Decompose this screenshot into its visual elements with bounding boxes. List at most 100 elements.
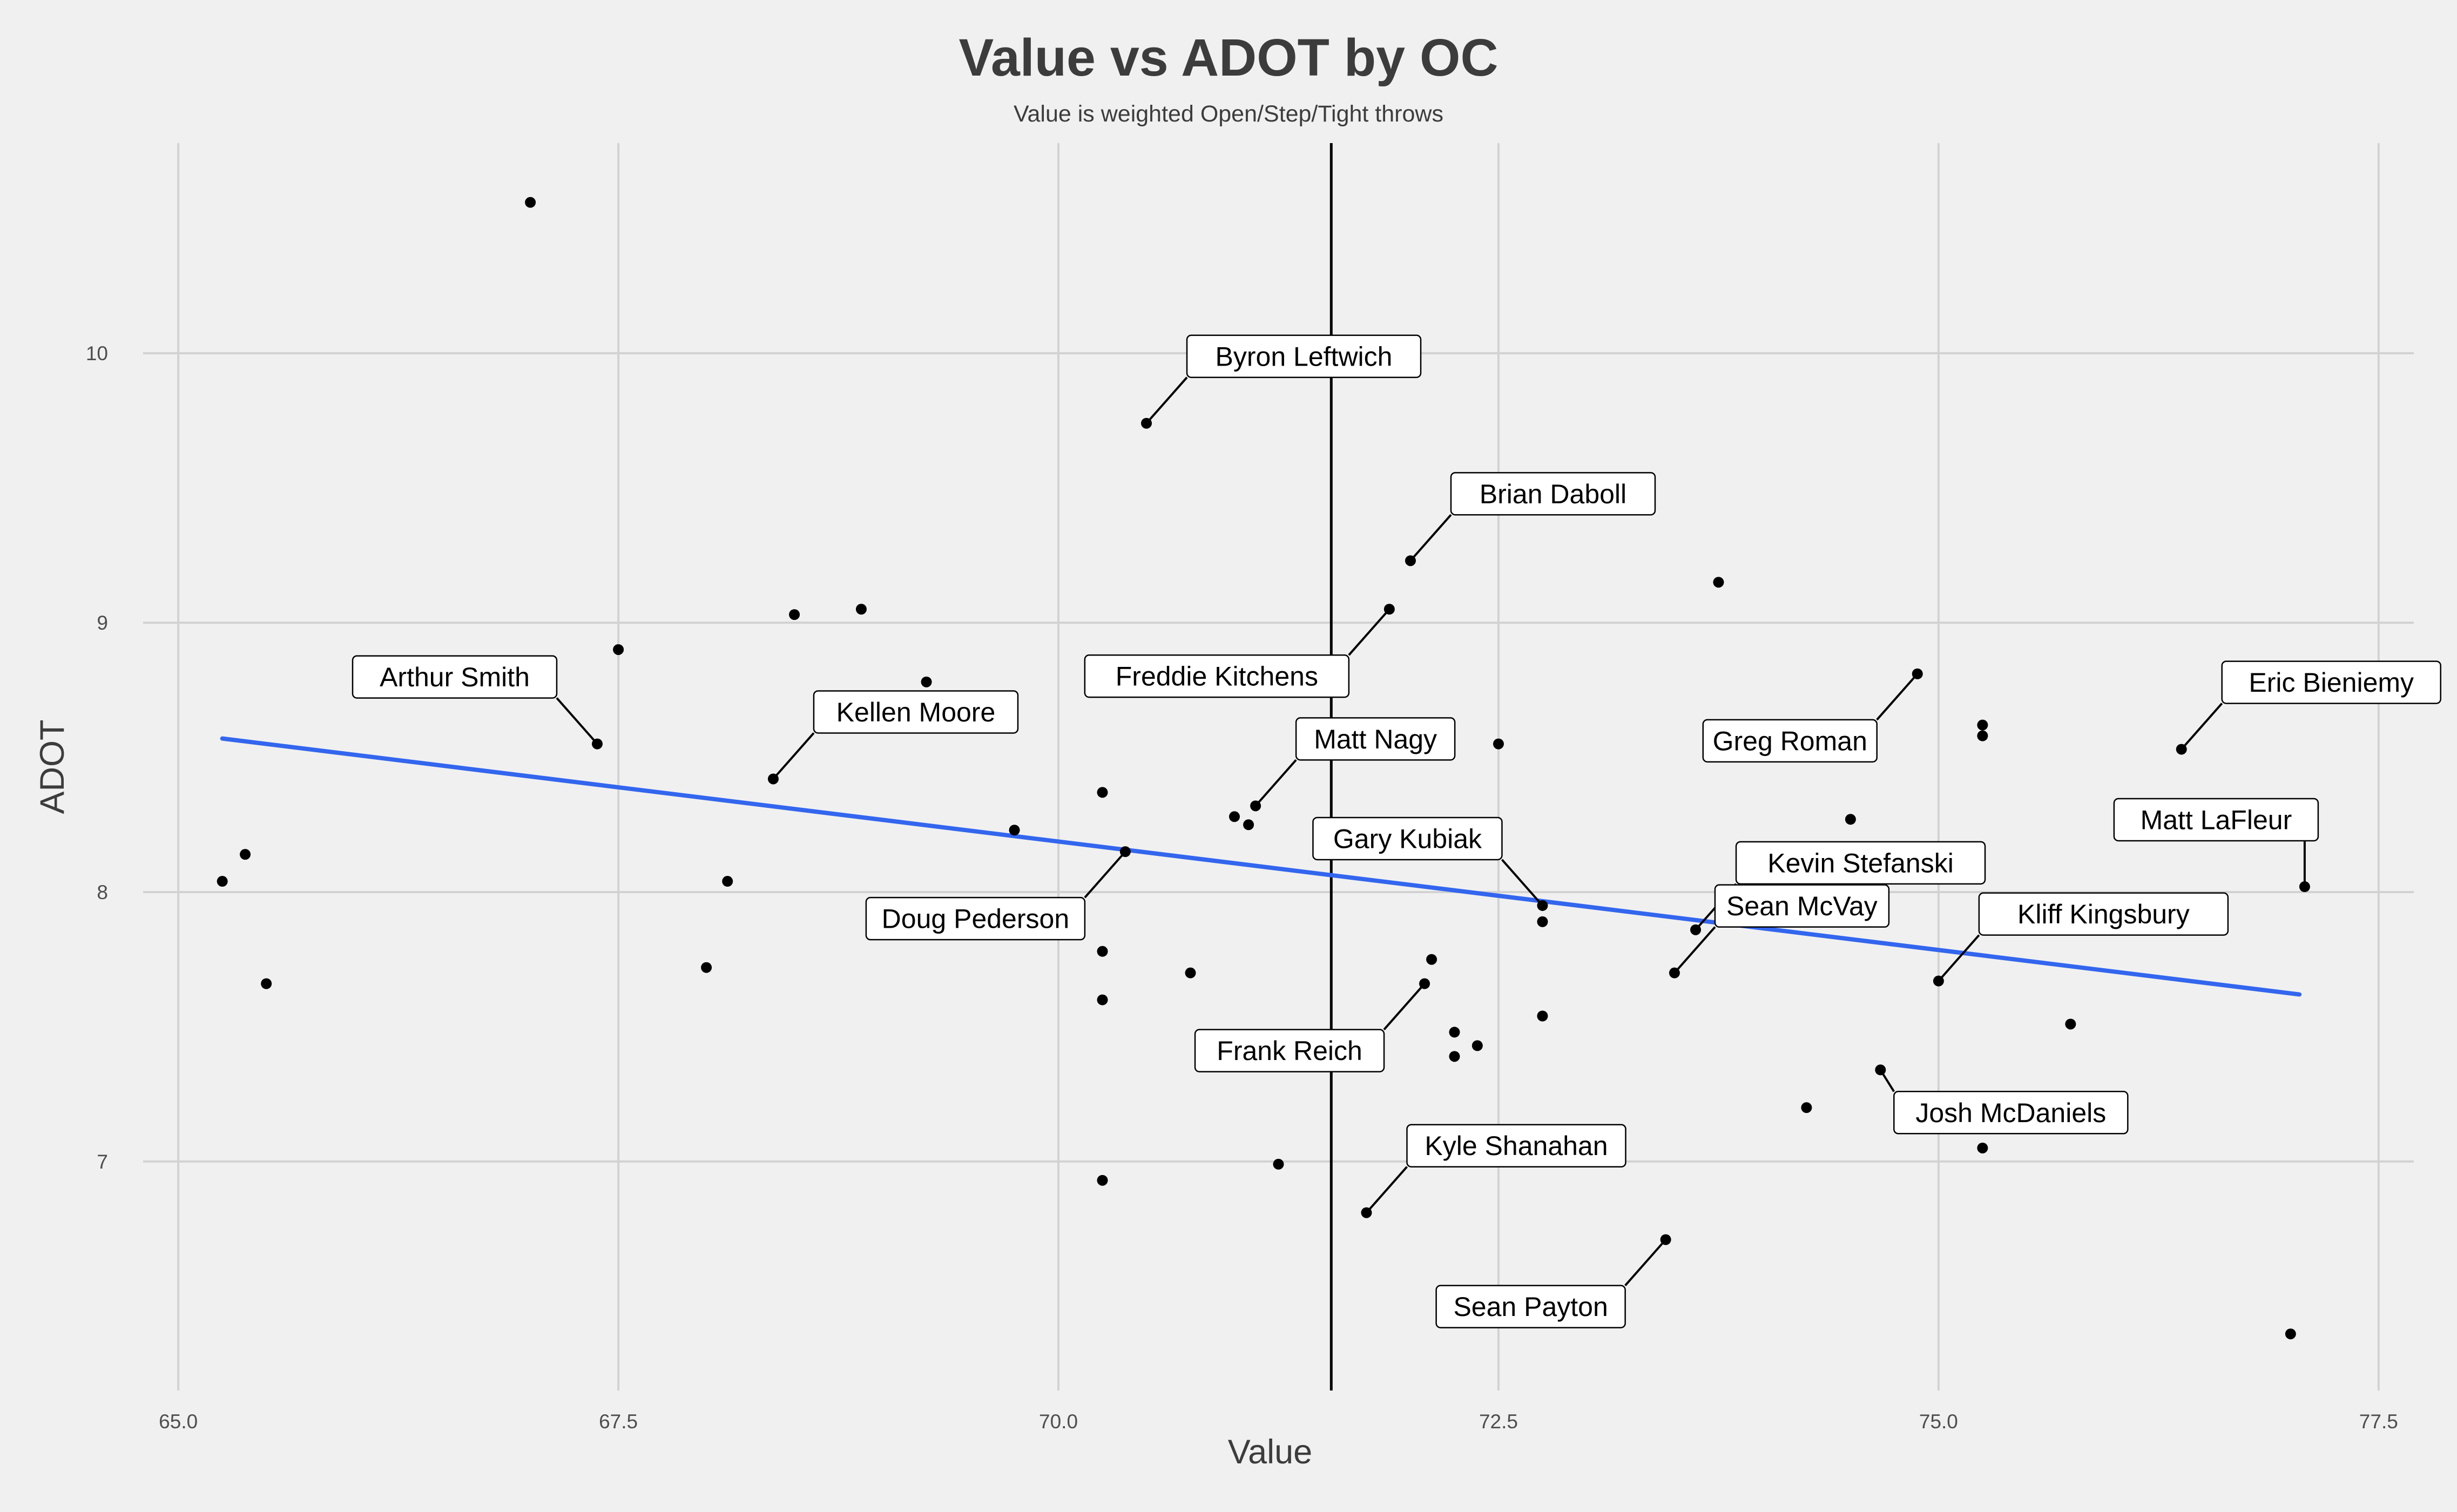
y-axis-title: ADOT bbox=[33, 719, 71, 814]
label-leader-line bbox=[1254, 759, 1297, 807]
labeled-data-point bbox=[2299, 881, 2310, 893]
data-point bbox=[1097, 946, 1108, 957]
x-axis-title: Value bbox=[1228, 1433, 1312, 1471]
point-label: Kevin Stefanski bbox=[1767, 848, 1954, 878]
data-point bbox=[1472, 1040, 1483, 1051]
grid-layer bbox=[143, 143, 2414, 1390]
labeled-data-point bbox=[1383, 604, 1395, 615]
label-leader-line bbox=[1501, 859, 1543, 907]
data-point bbox=[525, 197, 536, 208]
data-point bbox=[1713, 577, 1724, 588]
point-label: Doug Pederson bbox=[882, 904, 1069, 934]
y-tick-label: 10 bbox=[86, 342, 108, 364]
label-leader-line bbox=[2181, 703, 2223, 750]
data-point bbox=[1537, 916, 1548, 927]
point-label-box bbox=[2113, 798, 2319, 842]
data-point bbox=[217, 876, 228, 887]
x-tick-label: 77.5 bbox=[2359, 1410, 2398, 1433]
point-label: Arthur Smith bbox=[380, 662, 530, 692]
labeled-data-point bbox=[1119, 846, 1131, 858]
data-point bbox=[1449, 1027, 1460, 1038]
point-label: Sean McVay bbox=[1726, 891, 1878, 921]
data-point bbox=[1537, 1010, 1548, 1022]
data-point bbox=[2065, 1018, 2076, 1030]
x-tick-label: 70.0 bbox=[1039, 1410, 1078, 1433]
point-label: Sean Payton bbox=[1453, 1292, 1608, 1322]
chart-title: Value vs ADOT by OC bbox=[959, 28, 1498, 87]
labeled-data-point bbox=[1912, 668, 1923, 679]
point-label: Frank Reich bbox=[1217, 1036, 1362, 1066]
data-point bbox=[1449, 1051, 1460, 1062]
label-leader-line bbox=[1409, 514, 1452, 562]
point-label-box bbox=[1702, 719, 1878, 763]
data-point bbox=[1977, 730, 1988, 741]
data-point bbox=[1185, 967, 1196, 978]
point-label-box bbox=[1295, 717, 1456, 761]
point-label: Josh McDaniels bbox=[1915, 1098, 2106, 1128]
data-point bbox=[1801, 1102, 1812, 1113]
data-point bbox=[855, 604, 867, 615]
label-leader-line bbox=[1145, 376, 1188, 424]
data-point bbox=[1097, 994, 1108, 1005]
labeled-data-point bbox=[1405, 555, 1416, 566]
point-label-box bbox=[2221, 660, 2441, 704]
y-tick-label: 9 bbox=[97, 612, 108, 634]
x-tick-label: 67.5 bbox=[599, 1410, 638, 1433]
point-label: Brian Daboll bbox=[1480, 479, 1626, 509]
labeled-data-point bbox=[1875, 1064, 1886, 1076]
label-leader-line bbox=[1624, 1239, 1667, 1286]
data-point bbox=[789, 609, 800, 620]
labeled-data-point bbox=[1933, 975, 1944, 987]
data-point bbox=[1977, 719, 1988, 731]
point-label-box bbox=[1435, 1285, 1626, 1328]
data-point bbox=[722, 876, 733, 887]
label-leader-line bbox=[772, 732, 815, 780]
chart-subtitle: Value is weighted Open/Step/Tight throws bbox=[1014, 101, 1443, 127]
labeled-data-point bbox=[1250, 800, 1261, 812]
point-label-box bbox=[1406, 1124, 1626, 1167]
data-point bbox=[2285, 1328, 2296, 1340]
labeled-data-point bbox=[1537, 900, 1548, 911]
labeled-data-point bbox=[592, 738, 603, 750]
label-leader-line bbox=[1673, 926, 1716, 974]
data-point bbox=[1229, 811, 1240, 822]
data-point bbox=[1845, 814, 1856, 825]
point-label-box bbox=[1735, 841, 1986, 885]
point-label-box bbox=[1893, 1091, 2129, 1135]
data-point bbox=[1977, 1142, 1988, 1153]
labeled-data-point bbox=[1690, 924, 1702, 935]
point-label: Eric Bieniemy bbox=[2249, 667, 2414, 698]
point-label-layer: Byron Leftwich Brian Daboll Freddie Kitche… bbox=[352, 334, 2441, 1328]
data-point bbox=[1426, 954, 1437, 965]
y-tick-label: 7 bbox=[97, 1151, 108, 1173]
point-label-box bbox=[1714, 884, 1890, 928]
trend-line-layer bbox=[220, 736, 2302, 997]
point-label: Kyle Shanahan bbox=[1425, 1131, 1608, 1161]
labeled-data-point bbox=[1669, 967, 1680, 978]
point-label: Kellen Moore bbox=[836, 697, 996, 727]
label-leader-line bbox=[1348, 608, 1390, 656]
point-label-box bbox=[865, 896, 1086, 941]
labeled-data-point bbox=[1361, 1207, 1372, 1218]
point-label: Freddie Kitchens bbox=[1116, 662, 1318, 692]
point-layer bbox=[217, 197, 2310, 1340]
data-point bbox=[1097, 787, 1108, 798]
point-label: Byron Leftwich bbox=[1216, 341, 1393, 372]
data-point bbox=[1009, 825, 1020, 836]
x-tick-label: 75.0 bbox=[1919, 1410, 1958, 1433]
point-label-box bbox=[1186, 334, 1422, 379]
labeled-data-point bbox=[1419, 978, 1430, 989]
point-label: Kliff Kingsbury bbox=[2017, 899, 2190, 929]
labeled-data-point bbox=[1660, 1234, 1671, 1245]
label-leader-line bbox=[1365, 1166, 1408, 1214]
data-point bbox=[1273, 1158, 1284, 1170]
trend-line bbox=[220, 736, 2302, 997]
label-leader-line bbox=[1938, 934, 1980, 982]
data-point bbox=[1243, 819, 1254, 831]
point-label-box bbox=[1194, 1029, 1385, 1072]
point-label-box bbox=[1450, 472, 1656, 516]
point-label: Matt Nagy bbox=[1314, 724, 1437, 754]
label-leader-line bbox=[556, 697, 598, 745]
